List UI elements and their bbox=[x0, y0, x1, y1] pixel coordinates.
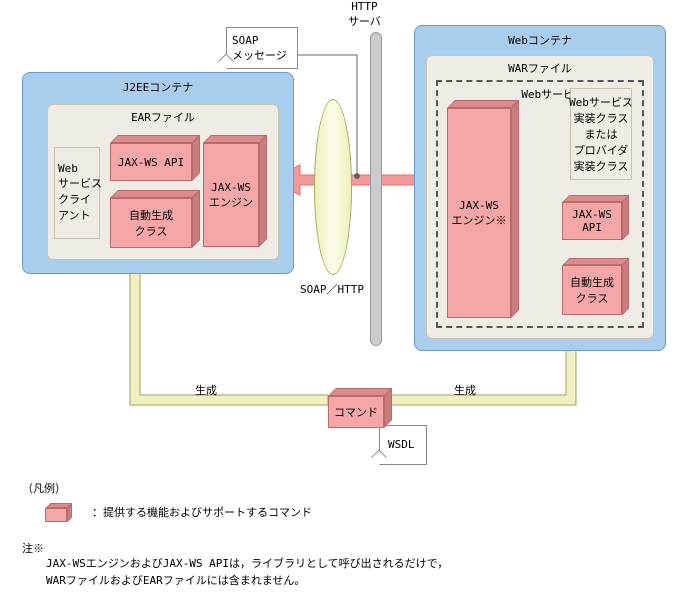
boxes-layer: JAX-WS API自動生成 クラスJAX-WS エンジンJAX-WS エンジン… bbox=[0, 0, 687, 599]
jaxws-api-box: JAX-WS API bbox=[110, 135, 200, 181]
jaxws-api2-box: JAX-WS API bbox=[562, 195, 629, 240]
autogen2-box: 自動生成 クラス bbox=[562, 258, 629, 315]
jaxws-engine-box: JAX-WS エンジン bbox=[203, 135, 267, 247]
jaxws-engine-star-box: JAX-WS エンジン※ bbox=[447, 100, 519, 318]
command-box: コマンド bbox=[328, 388, 392, 428]
impl-class-box: Webサービス 実装クラス または プロバイダ 実装クラス bbox=[570, 88, 632, 180]
autogen-box: 自動生成 クラス bbox=[110, 190, 200, 248]
legend-icon-box bbox=[45, 503, 72, 522]
